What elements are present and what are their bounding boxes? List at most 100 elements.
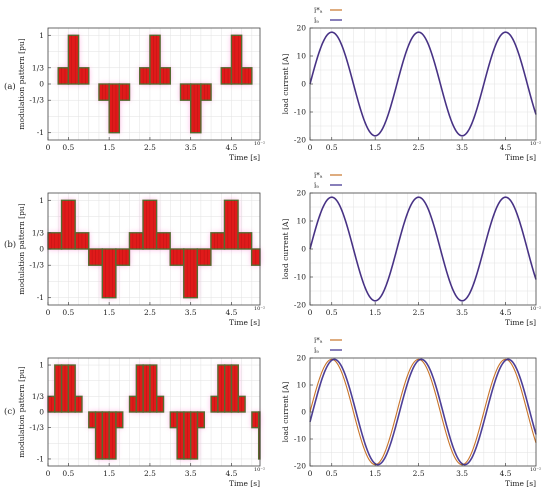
- y-tick-label: -1/3: [29, 96, 44, 105]
- y-tick-label: 1/3: [32, 63, 44, 72]
- x-axis-label: Time [s]: [229, 153, 260, 162]
- x-tick-label: 0.5: [326, 308, 338, 317]
- legend-label-load: iₐ: [314, 347, 319, 355]
- y-tick-label: -1: [37, 128, 44, 137]
- x-tick-label: 1.5: [103, 469, 115, 478]
- legend-label-reference: i*ₐ: [314, 172, 323, 180]
- pattern-block: [118, 83, 131, 101]
- x-tick-label: 0: [308, 308, 313, 317]
- x-tick-label: 0: [46, 143, 51, 152]
- x-tick-label: 4.5: [500, 308, 512, 317]
- x-tick-label: 1.5: [369, 143, 381, 152]
- x-tick-label: 0.5: [62, 143, 74, 152]
- y-tick-label: -1: [37, 454, 44, 463]
- x-tick-label: 1.5: [103, 143, 115, 152]
- x-tick-label: 2.5: [144, 143, 156, 152]
- x-axis-label: Time [s]: [229, 318, 260, 327]
- x-tick-label: 1.5: [369, 308, 381, 317]
- x-axis-label: Time [s]: [229, 479, 260, 488]
- panel-a-right: i*ₐ iₐ 0 0.5 1.5 2.5 3.5 4.5 10⁻² Time [s] 20 10 0 -1…: [281, 7, 541, 163]
- panel-b-left: 0 0.5 1.5 2.5 3.5 4.5 10⁻² Time [s] 1 1/3 0 -1/3 -1 m…: [17, 192, 265, 327]
- x-tick-label: 2.5: [413, 308, 425, 317]
- pattern-block: [200, 83, 212, 101]
- series-line-load-current: [309, 358, 537, 466]
- y-tick-label: 10: [296, 52, 306, 61]
- pattern-block: [220, 67, 233, 85]
- x-tick-label: 3.5: [456, 143, 468, 152]
- x-tick-label: 0: [46, 308, 51, 317]
- panel-c-right: i*ₐ iₐ 0 0.5 1.5 2.5 3.5 4.5 10⁻² Time [s] 20 10 0 -1…: [281, 337, 541, 489]
- y-tick-label: 10: [296, 381, 306, 390]
- y-tick-label: 1: [39, 196, 44, 205]
- pattern-block: [139, 67, 151, 85]
- x-tick-label: 2.5: [144, 469, 156, 478]
- x-tick-label: 0.5: [326, 143, 338, 152]
- x-exponent-label: 10⁻²: [254, 141, 265, 147]
- y-tick-label: -10: [294, 108, 306, 117]
- y-tick-label: -1: [37, 293, 44, 302]
- y-axis-label: modulation pattern [pu]: [17, 203, 26, 294]
- x-exponent-label: 10⁻²: [530, 141, 541, 147]
- y-axis-label: modulation pattern [pu]: [17, 366, 26, 457]
- y-tick-label: 20: [296, 189, 306, 198]
- panels-layer: 0 0.5 1.5 2.5 3.5 4.5 10⁻² Time [s] 1 1/3 0 -1/3 -1 m…: [17, 7, 541, 489]
- pattern-block: [67, 34, 80, 85]
- x-exponent-label: 10⁻²: [254, 467, 265, 473]
- x-tick-label: 4.5: [500, 469, 512, 478]
- panel-b-right: i*ₐ iₐ 0 0.5 1.5 2.5 3.5 4.5 10⁻² Time [s] 20 10 0 -1…: [281, 172, 541, 328]
- x-tick-label: 1.5: [103, 308, 115, 317]
- pattern-block: [77, 67, 90, 85]
- legend-label-load: iₐ: [314, 17, 319, 25]
- row-label-c: (c): [4, 406, 15, 417]
- legend-label-reference: i*ₐ: [314, 337, 323, 345]
- x-axis-label: Time [s]: [505, 318, 536, 327]
- y-tick-label: 0: [301, 408, 306, 417]
- series-line-reference-current: [309, 358, 537, 466]
- y-tick-label: 0: [301, 80, 306, 89]
- x-axis-label: Time [s]: [505, 153, 536, 162]
- y-tick-label: 0: [39, 408, 44, 417]
- x-tick-label: 0: [308, 143, 313, 152]
- y-tick-label: 0: [39, 80, 44, 89]
- pattern-block: [240, 67, 253, 85]
- y-tick-label: -20: [294, 301, 306, 310]
- x-axis-label: Time [s]: [505, 479, 536, 488]
- series-line-load-current: [309, 196, 537, 302]
- x-exponent-label: 10⁻²: [530, 467, 541, 473]
- row-label-b: (b): [4, 239, 16, 250]
- x-tick-label: 4.5: [225, 308, 237, 317]
- x-tick-label: 0.5: [326, 469, 338, 478]
- y-tick-label: 0: [39, 245, 44, 254]
- pattern-block: [57, 67, 70, 85]
- x-exponent-label: 10⁻²: [530, 306, 541, 312]
- y-tick-label: 0: [301, 245, 306, 254]
- y-tick-label: 20: [296, 24, 306, 33]
- pattern-block: [98, 83, 110, 101]
- y-axis-label: modulation pattern [pu]: [17, 38, 26, 129]
- y-axis-label: load current [A]: [281, 54, 290, 115]
- x-tick-label: 0: [46, 469, 51, 478]
- x-tick-label: 4.5: [225, 469, 237, 478]
- y-axis-label: load current [A]: [281, 382, 290, 443]
- pattern-block: [108, 83, 121, 134]
- pattern-block: [179, 83, 192, 101]
- x-tick-label: 2.5: [144, 308, 156, 317]
- y-axis-label: load current [A]: [281, 219, 290, 280]
- y-tick-label: 1/3: [32, 228, 44, 237]
- x-tick-label: 4.5: [225, 143, 237, 152]
- x-tick-label: 0.5: [62, 469, 74, 478]
- y-tick-label: -20: [294, 136, 306, 145]
- x-tick-label: 2.5: [413, 469, 425, 478]
- y-tick-label: 20: [296, 354, 306, 363]
- series-line-load-current: [309, 31, 537, 137]
- x-tick-label: 3.5: [456, 469, 468, 478]
- pattern-block: [159, 67, 172, 85]
- x-tick-label: 3.5: [185, 308, 197, 317]
- legend-label-load: iₐ: [314, 182, 319, 190]
- x-tick-label: 3.5: [185, 469, 197, 478]
- x-tick-label: 1.5: [369, 469, 381, 478]
- y-tick-label: 1: [39, 31, 44, 40]
- x-tick-label: 3.5: [456, 308, 468, 317]
- y-tick-label: -20: [294, 462, 306, 471]
